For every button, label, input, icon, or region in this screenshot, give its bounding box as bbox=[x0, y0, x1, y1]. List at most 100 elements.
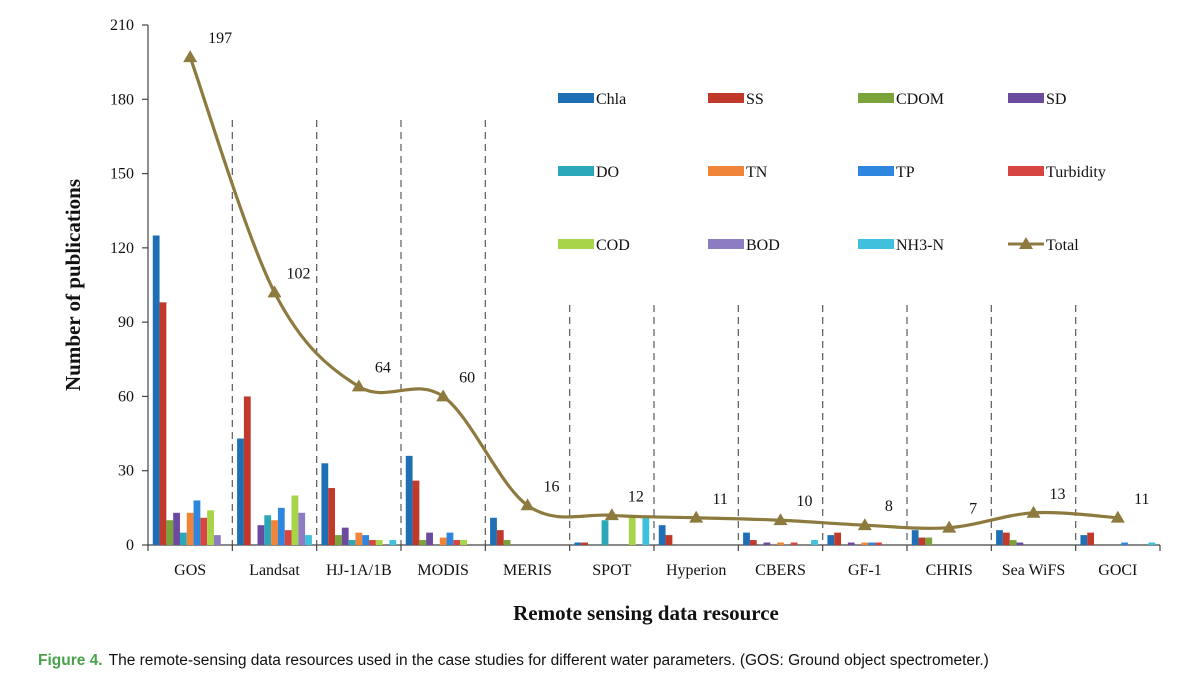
y-tick-label: 60 bbox=[118, 388, 134, 405]
total-marker bbox=[351, 379, 366, 392]
y-tick-label: 90 bbox=[118, 314, 134, 331]
legend-label: TN bbox=[746, 164, 768, 181]
legend-label: TP bbox=[896, 164, 915, 181]
x-tick-label: GOCI bbox=[1098, 562, 1137, 579]
total-marker bbox=[689, 510, 704, 523]
bar-ss bbox=[1002, 532, 1010, 545]
bar-chla bbox=[658, 525, 666, 545]
bar-ss bbox=[412, 480, 420, 545]
legend-swatch bbox=[558, 239, 594, 249]
bar-nh3-n bbox=[305, 535, 312, 545]
bar-tn bbox=[777, 542, 784, 545]
bar-cod bbox=[291, 495, 299, 545]
x-tick-label: GOS bbox=[174, 562, 206, 579]
legend-label: Chla bbox=[596, 91, 626, 108]
bar-tn bbox=[355, 532, 363, 545]
bar-sd bbox=[341, 527, 349, 545]
bar-chla bbox=[1080, 535, 1088, 545]
y-tick-label: 0 bbox=[126, 537, 134, 554]
bar-chla bbox=[405, 455, 413, 545]
bar-turbidity bbox=[369, 540, 376, 545]
bar-tp bbox=[362, 535, 370, 545]
legend-swatch bbox=[558, 166, 594, 176]
total-marker bbox=[520, 498, 535, 511]
bar-ss bbox=[496, 530, 504, 545]
legend-swatch bbox=[708, 166, 744, 176]
bar-chla bbox=[574, 542, 582, 545]
total-data-label: 12 bbox=[628, 488, 644, 505]
legend-label: CDOM bbox=[896, 91, 944, 108]
bar-sd bbox=[1016, 542, 1024, 545]
x-tick-label: CHRIS bbox=[926, 562, 973, 579]
bar-ss bbox=[159, 302, 167, 545]
bar-ss bbox=[665, 535, 673, 545]
total-data-label: 60 bbox=[459, 369, 475, 386]
bar-tp bbox=[193, 500, 201, 545]
bar-nh3-n bbox=[389, 540, 397, 545]
bar-tp bbox=[277, 507, 285, 545]
bar-do bbox=[348, 540, 356, 545]
total-marker bbox=[1110, 510, 1125, 523]
bar-tp bbox=[446, 532, 454, 545]
bar-cod bbox=[207, 510, 214, 545]
bar-cdom bbox=[503, 540, 511, 545]
total-marker bbox=[857, 518, 872, 531]
bar-turbidity bbox=[200, 517, 208, 545]
bar-ss bbox=[749, 540, 757, 545]
x-tick-label: Sea WiFS bbox=[1002, 562, 1066, 579]
legend-label: SS bbox=[746, 91, 764, 108]
bar-cdom bbox=[335, 535, 342, 545]
total-marker bbox=[773, 513, 788, 526]
legend-swatch bbox=[708, 93, 744, 103]
bar-do bbox=[179, 532, 187, 545]
bar-do bbox=[264, 515, 272, 545]
bar-tn bbox=[439, 537, 447, 545]
bar-do bbox=[601, 520, 609, 545]
total-marker bbox=[942, 520, 957, 533]
bar-chla bbox=[152, 235, 160, 545]
bar-sd bbox=[763, 542, 771, 545]
bar-cod bbox=[375, 540, 383, 545]
legend-label: NH3-N bbox=[896, 237, 944, 254]
x-tick-label: Hyperion bbox=[666, 562, 726, 579]
bar-ss bbox=[834, 532, 842, 545]
y-tick-label: 120 bbox=[110, 240, 134, 257]
bar-sd bbox=[426, 532, 433, 545]
legend-label: Total bbox=[1046, 237, 1079, 254]
total-data-label: 197 bbox=[208, 30, 232, 47]
y-tick-label: 210 bbox=[110, 17, 134, 34]
legend-swatch bbox=[708, 239, 744, 249]
legend-swatch bbox=[858, 239, 894, 249]
total-data-label: 7 bbox=[969, 501, 977, 518]
bar-nh3-n bbox=[1148, 542, 1156, 545]
y-tick-label: 30 bbox=[118, 463, 134, 480]
total-data-label: 11 bbox=[712, 491, 727, 508]
total-data-label: 11 bbox=[1134, 491, 1149, 508]
bar-chla bbox=[490, 517, 497, 545]
legend-label: SD bbox=[1046, 91, 1066, 108]
bar-tn bbox=[271, 520, 278, 545]
bar-chla bbox=[237, 438, 244, 545]
legend-label: Turbidity bbox=[1046, 164, 1106, 181]
publication-chart: 0 30 60 90 120 150 180 210 GOS Landsat HJ-1A/1B MOD… bbox=[61, 17, 1161, 625]
total-data-label: 13 bbox=[1050, 486, 1066, 503]
bar-cdom bbox=[1009, 540, 1017, 545]
y-axis-title: Number of publications bbox=[61, 179, 85, 391]
total-marker bbox=[436, 389, 451, 402]
legend-swatch bbox=[558, 93, 594, 103]
total-data-label: 102 bbox=[287, 265, 311, 282]
legend-marker bbox=[1019, 237, 1033, 249]
bar-chla bbox=[827, 535, 835, 545]
bar-turbidity bbox=[453, 540, 461, 545]
bar-tp bbox=[1121, 542, 1129, 545]
legend-swatch bbox=[858, 93, 894, 103]
y-tick-label: 180 bbox=[110, 91, 134, 108]
x-tick-label: MERIS bbox=[503, 562, 552, 579]
bar-nh3-n bbox=[642, 517, 650, 545]
bar-tp bbox=[868, 542, 876, 545]
bar-nh3-n bbox=[811, 540, 818, 545]
x-tick-label: Landsat bbox=[249, 562, 300, 579]
y-tick-label: 150 bbox=[110, 166, 134, 183]
total-data-label: 10 bbox=[797, 493, 813, 510]
bar-ss bbox=[243, 396, 251, 545]
